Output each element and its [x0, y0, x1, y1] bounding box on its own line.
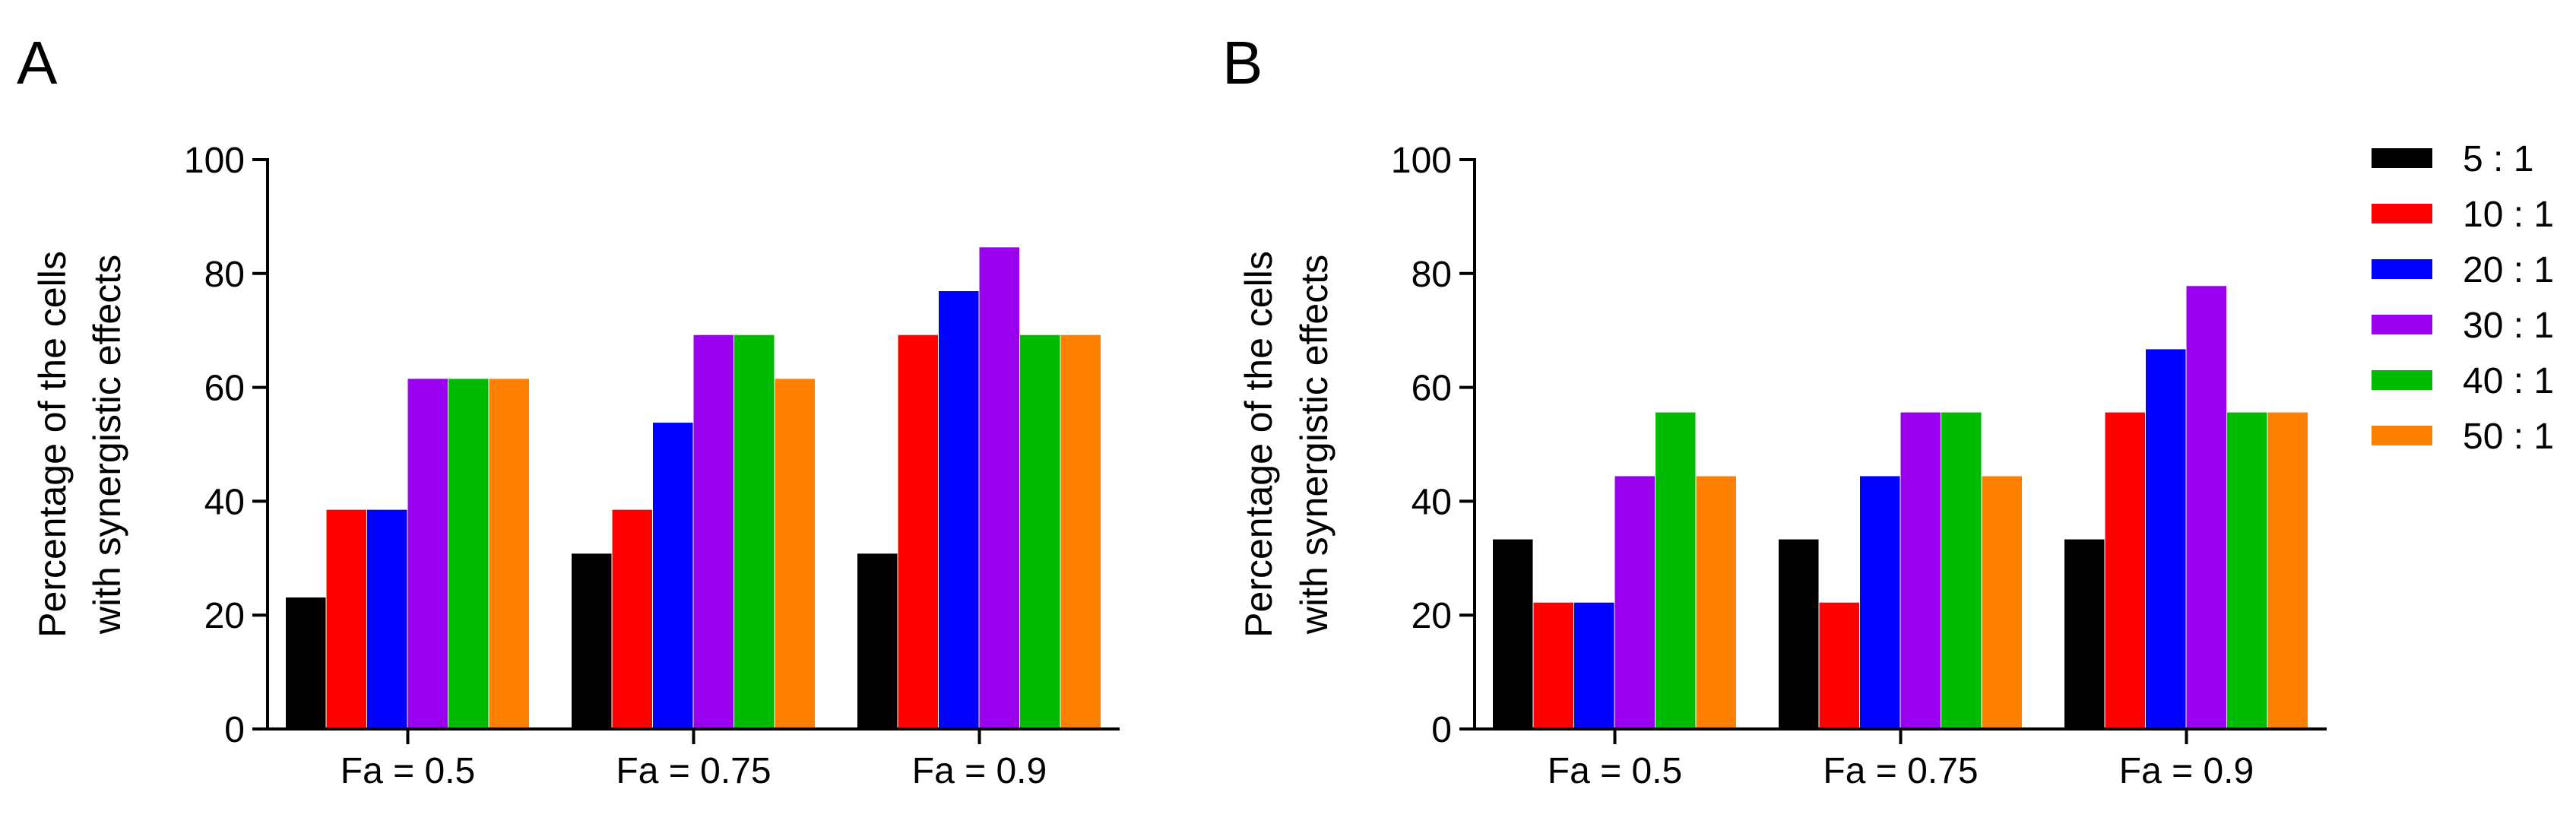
bar-b-101-cat1 [1819, 602, 1859, 729]
bar-a-301-cat0 [407, 379, 448, 729]
y-tick-label: 100 [1391, 141, 1452, 181]
legend: 5 : 1 10 : 1 20 : 1 30 : 1 40 : 1 50 : 1 [2372, 139, 2554, 457]
x-tick-label: Fa = 0.75 [1823, 751, 1978, 791]
bar-a-201-cat0 [367, 509, 407, 729]
x-tick-label: Fa = 0.9 [2119, 751, 2254, 791]
bar-a-51-cat0 [286, 597, 326, 729]
bar-a-201-cat1 [653, 423, 693, 729]
bar-a-101-cat1 [612, 509, 652, 729]
x-tick-label: Fa = 0.75 [616, 751, 771, 791]
legend-label: 5 : 1 [2463, 139, 2533, 179]
bar-a-51-cat2 [857, 553, 898, 729]
bar-a-501-cat1 [775, 379, 815, 729]
y-tick-label: 0 [1431, 710, 1452, 750]
legend-label: 10 : 1 [2463, 195, 2554, 235]
panel-label-b: B [1222, 29, 1263, 97]
y-axis-label-line1: Percentage of the cells [1237, 251, 1280, 638]
bar-a-201-cat2 [939, 291, 979, 729]
chart-b: 0 20 40 60 80 100 Fa = 0.5 Fa = 0.75 Fa = 0.9 Per… [1237, 141, 2327, 791]
x-tick-label: Fa = 0.5 [1548, 751, 1682, 791]
bar-b-301-cat0 [1614, 476, 1655, 729]
y-tick-label: 60 [204, 369, 245, 409]
y-tick-label: 40 [1412, 482, 1452, 522]
legend-label: 40 : 1 [2463, 361, 2554, 401]
y-tick-label: 80 [1412, 255, 1452, 295]
bar-b-201-cat2 [2146, 349, 2186, 729]
legend-swatch [2372, 315, 2432, 334]
bar-a-401-cat1 [734, 334, 775, 729]
x-tick-label: Fa = 0.5 [341, 751, 475, 791]
bar-a-101-cat0 [326, 509, 366, 729]
bar-b-51-cat2 [2064, 539, 2105, 729]
bar-a-301-cat1 [693, 334, 734, 729]
legend-label: 50 : 1 [2463, 417, 2554, 457]
y-tick-label: 20 [204, 596, 245, 636]
bar-b-51-cat1 [1779, 539, 1819, 729]
bar-b-401-cat0 [1656, 412, 1696, 729]
legend-swatch [2372, 370, 2432, 390]
bar-b-501-cat1 [1982, 476, 2022, 729]
y-axis-label-line2: with synergistic effects [1293, 255, 1336, 635]
bar-a-301-cat2 [979, 247, 1019, 729]
bar-a-401-cat2 [1020, 334, 1060, 729]
bar-b-401-cat2 [2227, 412, 2267, 729]
legend-label: 30 : 1 [2463, 306, 2554, 346]
bar-b-501-cat2 [2267, 412, 2308, 729]
y-tick-label: 80 [204, 255, 245, 295]
legend-swatch [2372, 426, 2432, 445]
legend-swatch [2372, 204, 2432, 223]
y-tick-label: 40 [204, 482, 245, 522]
bar-b-501-cat0 [1696, 476, 1736, 729]
bar-b-201-cat0 [1574, 602, 1614, 729]
bar-b-301-cat2 [2186, 286, 2226, 729]
bar-b-101-cat2 [2105, 412, 2145, 729]
legend-swatch [2372, 259, 2432, 279]
x-tick-label: Fa = 0.9 [912, 751, 1047, 791]
bar-b-101-cat0 [1533, 602, 1573, 729]
bar-a-501-cat0 [489, 379, 529, 729]
bar-a-401-cat0 [448, 379, 489, 729]
bar-a-51-cat1 [572, 553, 612, 729]
bar-b-201-cat1 [1860, 476, 1900, 729]
y-tick-label: 60 [1412, 369, 1452, 409]
legend-swatch [2372, 148, 2432, 168]
y-tick-label: 20 [1412, 596, 1452, 636]
y-tick-label: 0 [224, 710, 245, 750]
chart-a: 0 20 40 60 80 100 Fa = 0.5 Fa = 0.75 Fa = 0.9 Per… [31, 141, 1120, 791]
bar-a-501-cat2 [1060, 334, 1101, 729]
y-axis-label-line1: Percentage of the cells [31, 251, 74, 638]
y-tick-label: 100 [184, 141, 245, 181]
bar-b-401-cat1 [1941, 412, 1982, 729]
legend-label: 20 : 1 [2463, 250, 2554, 290]
bar-b-301-cat1 [1900, 412, 1941, 729]
bar-b-51-cat0 [1493, 539, 1533, 729]
y-axis-label-line2: with synergistic effects [86, 255, 128, 635]
bar-a-101-cat2 [898, 334, 938, 729]
panel-label-a: A [17, 29, 58, 97]
